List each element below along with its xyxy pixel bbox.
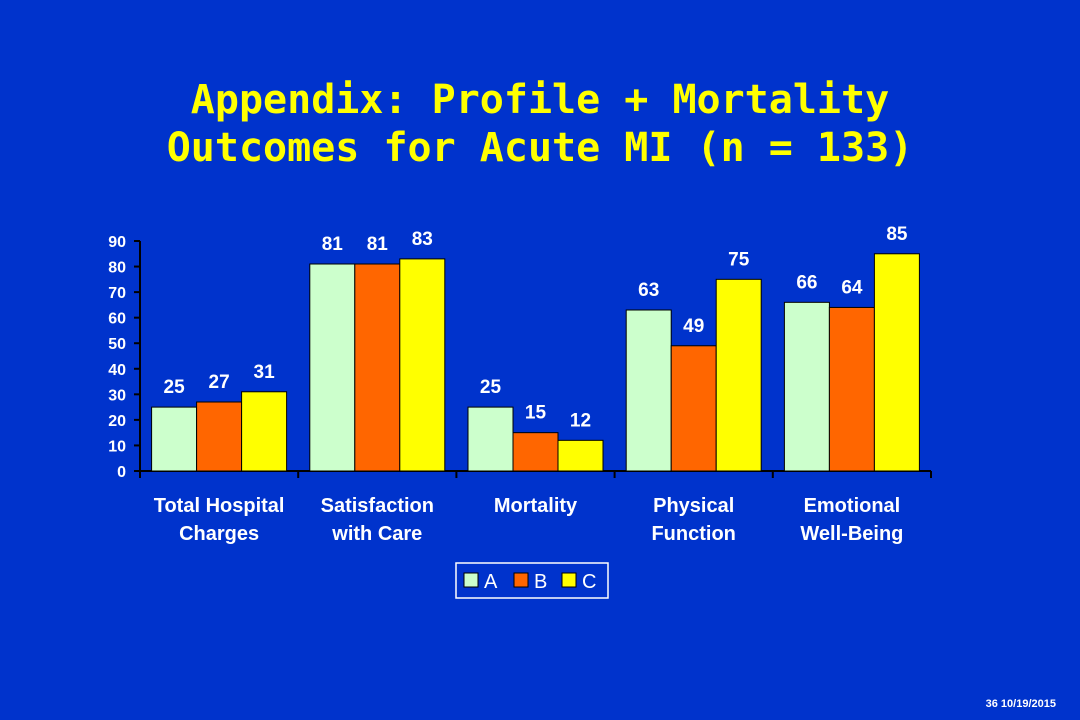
legend-label: A <box>484 571 498 593</box>
legend-box <box>455 562 609 599</box>
y-tick-label: 30 <box>108 387 126 404</box>
data-label: 12 <box>570 410 591 431</box>
slide-title: Appendix: Profile + Mortality Outcomes f… <box>0 76 1080 172</box>
category-label: Charges <box>179 523 259 545</box>
y-tick-label: 80 <box>108 260 126 277</box>
data-label: 25 <box>164 377 186 398</box>
category-label: with Care <box>331 523 422 545</box>
data-label: 81 <box>322 234 344 255</box>
data-label: 66 <box>796 272 817 293</box>
category-label: Physical <box>653 495 734 517</box>
category-label: Total Hospital <box>154 495 285 517</box>
bar-c <box>873 253 920 472</box>
slide-footer: 36 10/19/2015 <box>985 698 1056 710</box>
bar-a <box>309 263 356 472</box>
data-label: 64 <box>841 277 863 298</box>
data-label: 25 <box>480 377 502 398</box>
category-label: Mortality <box>494 495 578 517</box>
y-tick-label: 60 <box>108 311 126 328</box>
category-label: Well-Being <box>800 523 903 545</box>
bar-a <box>783 301 830 472</box>
bar-c <box>241 391 288 472</box>
bar-b <box>196 401 243 472</box>
data-label: 49 <box>683 316 704 337</box>
legend-swatch-a <box>463 572 479 588</box>
title-line-1: Appendix: Profile + Mortality <box>190 77 890 123</box>
y-tick-label: 20 <box>108 413 126 430</box>
y-tick-label: 40 <box>108 362 126 379</box>
category-label: Function <box>651 523 735 545</box>
data-label: 81 <box>367 234 389 255</box>
bar-c <box>399 258 446 472</box>
category-label: Satisfaction <box>321 495 434 517</box>
y-tick-label: 10 <box>108 438 126 455</box>
legend-label: B <box>534 571 547 593</box>
data-label: 85 <box>886 224 908 245</box>
title-line-2: Outcomes for Acute MI (n = 133) <box>166 125 914 171</box>
y-tick-label: 90 <box>108 234 126 251</box>
data-label: 15 <box>525 403 547 424</box>
data-label: 31 <box>254 362 276 383</box>
bar-b <box>828 306 875 472</box>
legend-swatch-b <box>513 572 529 588</box>
legend-swatch-c <box>561 572 577 588</box>
bar-b <box>670 345 717 472</box>
data-label: 75 <box>728 249 750 270</box>
bar-c <box>557 439 604 472</box>
bar-b <box>512 432 559 472</box>
data-label: 27 <box>209 372 230 393</box>
bar-c <box>715 278 762 472</box>
y-tick-label: 0 <box>117 464 126 481</box>
bar-a <box>151 406 198 472</box>
legend-label: C <box>582 571 596 593</box>
category-label: Emotional <box>804 495 901 517</box>
y-tick-label: 70 <box>108 285 126 302</box>
bar-b <box>354 263 401 472</box>
data-label: 63 <box>638 280 659 301</box>
bar-a <box>625 309 672 472</box>
bar-a <box>467 406 514 472</box>
y-tick-label: 50 <box>108 336 126 353</box>
data-label: 83 <box>412 229 433 250</box>
